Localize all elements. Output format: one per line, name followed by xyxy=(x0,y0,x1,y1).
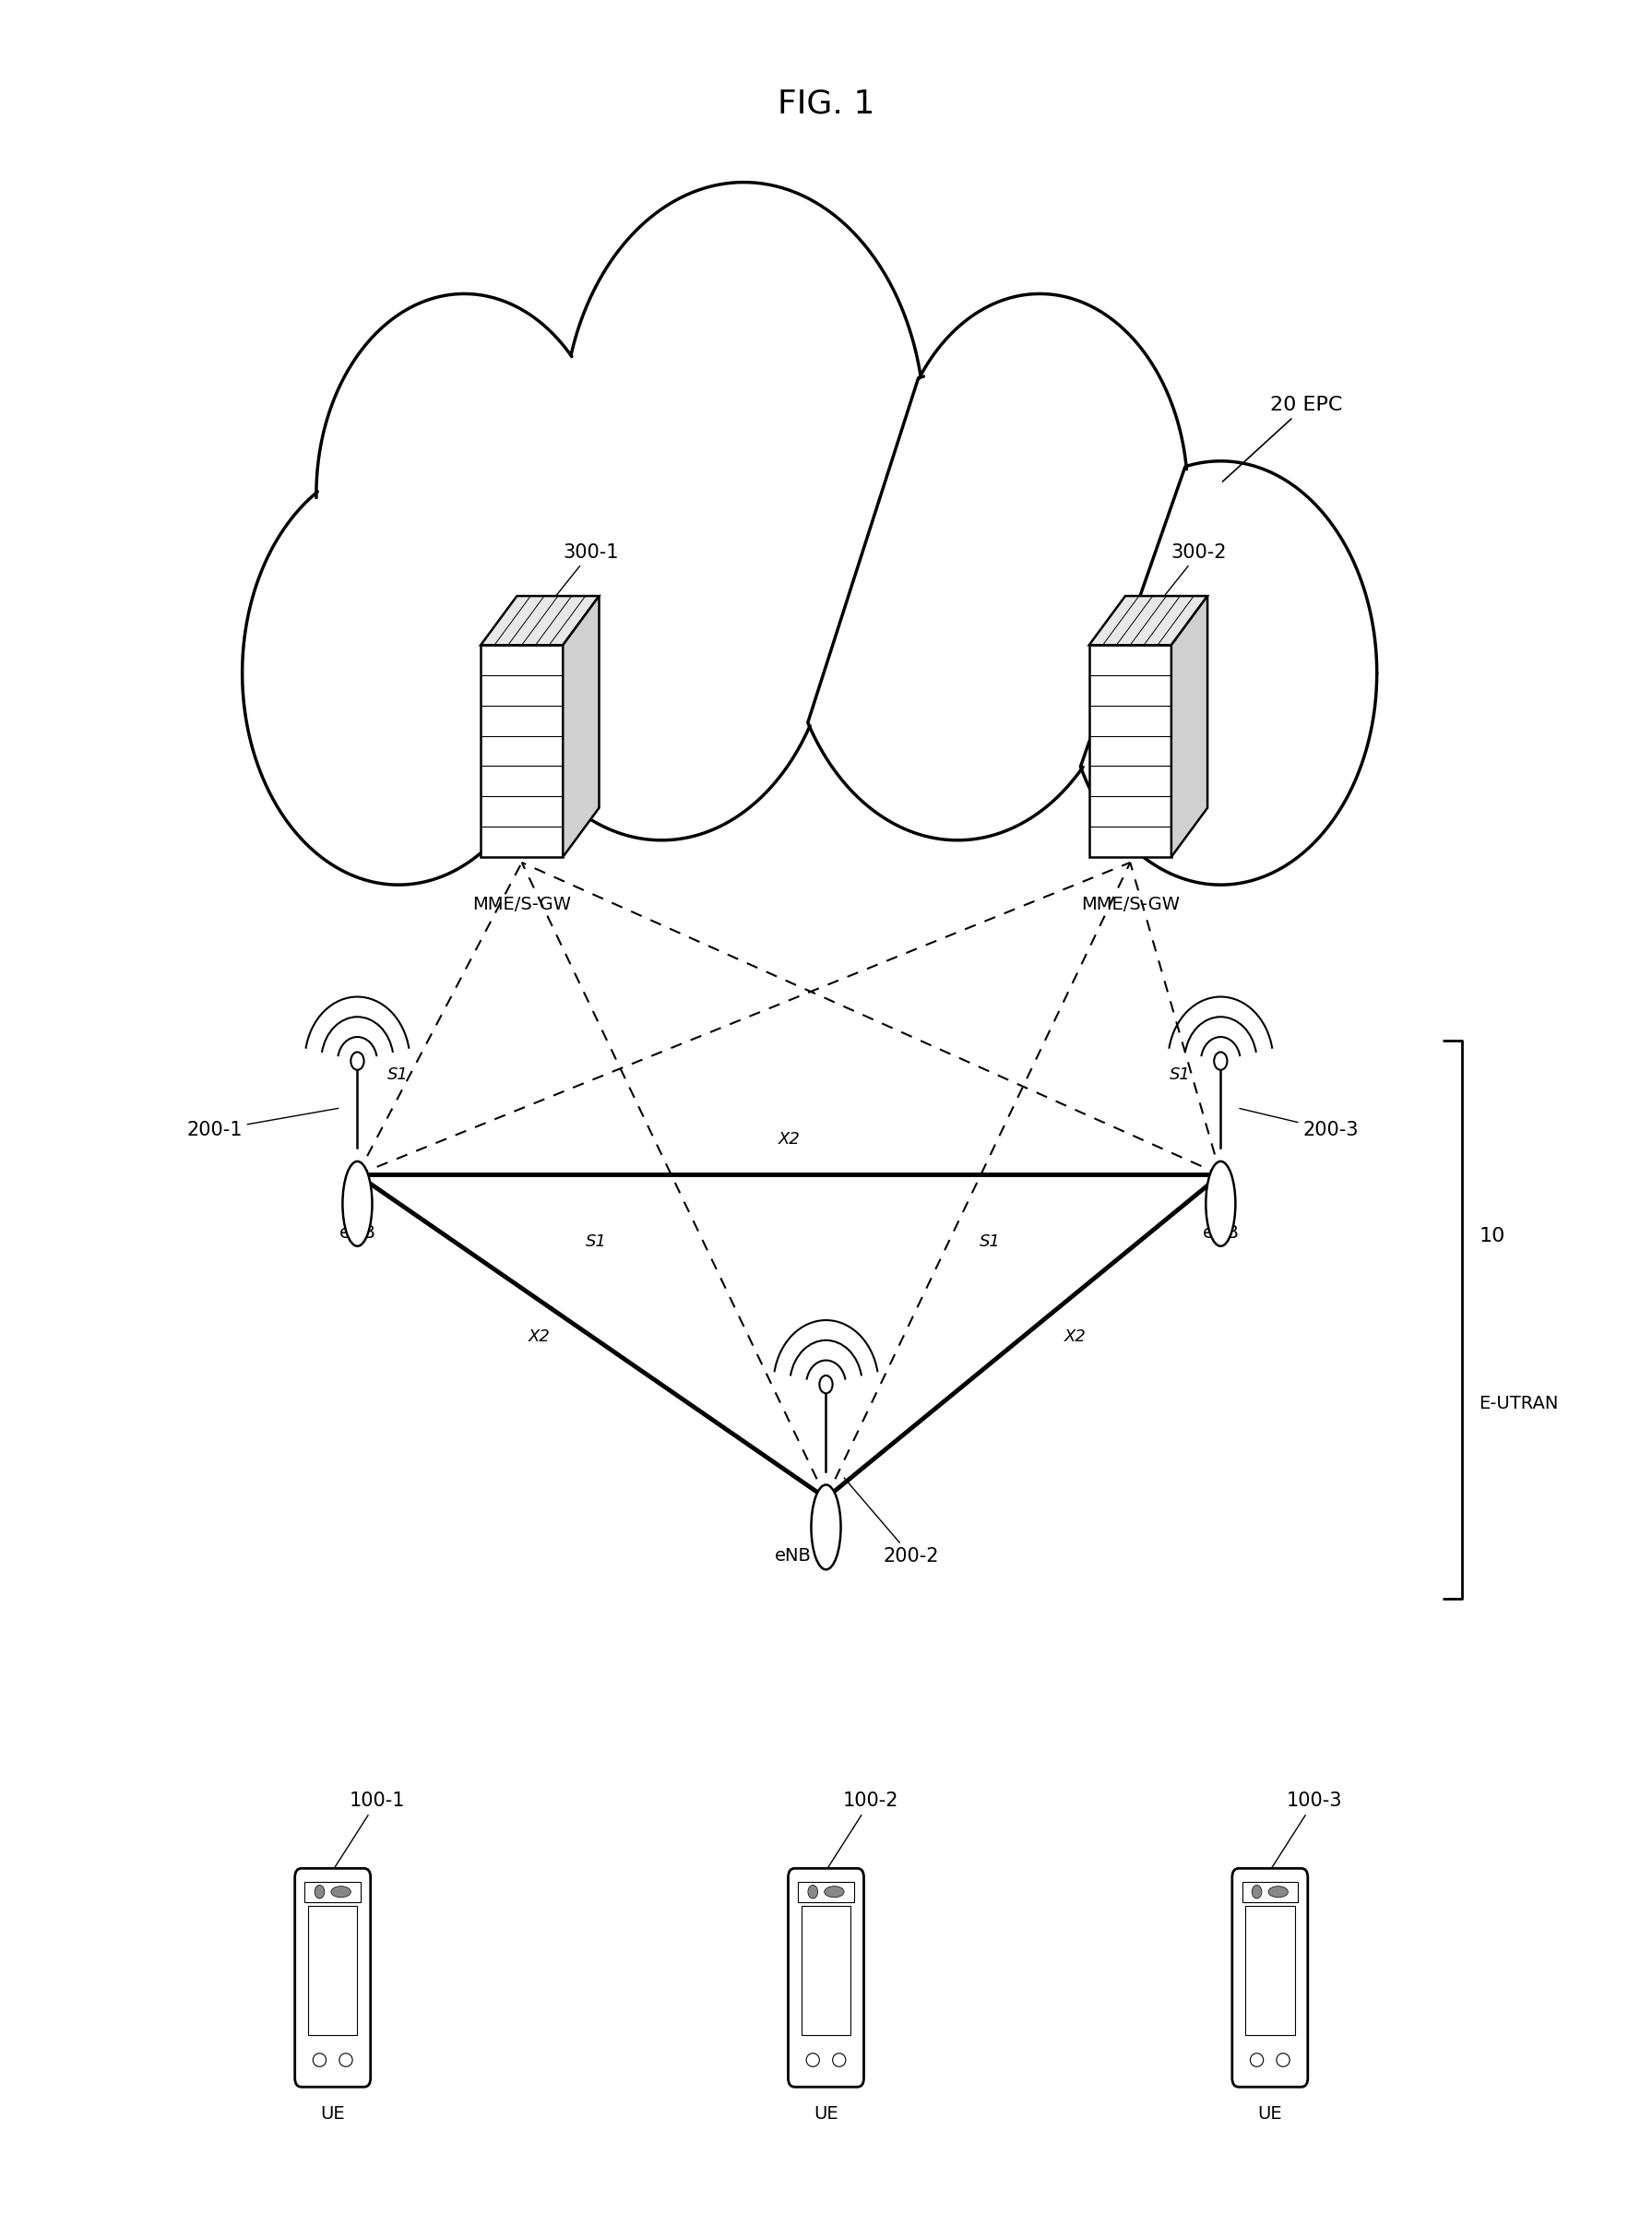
Text: X2: X2 xyxy=(529,1327,550,1345)
Text: 300-1: 300-1 xyxy=(532,544,620,627)
Ellipse shape xyxy=(833,2052,846,2066)
Text: eNB: eNB xyxy=(1203,1224,1239,1242)
Ellipse shape xyxy=(1251,2052,1264,2066)
Text: UE: UE xyxy=(814,2104,838,2122)
Text: 100-3: 100-3 xyxy=(1272,1793,1341,1869)
Text: E-UTRAN: E-UTRAN xyxy=(1479,1394,1558,1412)
Ellipse shape xyxy=(339,2052,352,2066)
Circle shape xyxy=(785,372,1130,839)
FancyBboxPatch shape xyxy=(296,1869,370,2088)
Polygon shape xyxy=(1089,595,1208,645)
Ellipse shape xyxy=(330,1887,350,1898)
Circle shape xyxy=(892,293,1188,696)
Ellipse shape xyxy=(806,2052,819,2066)
Text: S1: S1 xyxy=(585,1233,606,1251)
Ellipse shape xyxy=(312,2052,325,2066)
Ellipse shape xyxy=(824,1887,844,1898)
Bar xyxy=(307,1907,357,2034)
Circle shape xyxy=(819,1376,833,1394)
Ellipse shape xyxy=(811,1484,841,1569)
Text: 20 EPC: 20 EPC xyxy=(1222,396,1343,481)
Polygon shape xyxy=(481,645,563,857)
Bar xyxy=(304,1882,360,1902)
Ellipse shape xyxy=(1269,1887,1289,1898)
Text: 200-1: 200-1 xyxy=(187,1108,339,1139)
Text: S1: S1 xyxy=(1170,1065,1191,1083)
Circle shape xyxy=(1252,1884,1262,1898)
Circle shape xyxy=(316,293,613,696)
Text: eNB: eNB xyxy=(775,1546,811,1564)
Bar xyxy=(1246,1907,1295,2034)
Polygon shape xyxy=(563,595,600,857)
Polygon shape xyxy=(481,595,600,645)
FancyBboxPatch shape xyxy=(788,1869,864,2088)
Text: MME/S-GW: MME/S-GW xyxy=(472,895,572,913)
Text: MME/S-GW: MME/S-GW xyxy=(1080,895,1180,913)
Circle shape xyxy=(489,372,834,839)
Text: UE: UE xyxy=(320,2104,345,2122)
Ellipse shape xyxy=(342,1162,372,1247)
Text: 200-2: 200-2 xyxy=(844,1477,940,1567)
Text: 100-1: 100-1 xyxy=(334,1793,405,1869)
Polygon shape xyxy=(1171,595,1208,857)
Circle shape xyxy=(563,181,925,674)
Text: X2: X2 xyxy=(778,1132,800,1148)
Text: S1: S1 xyxy=(980,1233,1001,1251)
Circle shape xyxy=(314,1884,324,1898)
Circle shape xyxy=(1214,1052,1227,1070)
Text: FIG. 1: FIG. 1 xyxy=(778,90,874,121)
Circle shape xyxy=(243,461,555,884)
Text: 100-2: 100-2 xyxy=(828,1793,899,1869)
Bar xyxy=(801,1907,851,2034)
FancyBboxPatch shape xyxy=(1232,1869,1308,2088)
Circle shape xyxy=(808,1884,818,1898)
Text: X2: X2 xyxy=(1064,1327,1087,1345)
Polygon shape xyxy=(1089,645,1171,857)
Bar xyxy=(1242,1882,1298,1902)
Circle shape xyxy=(350,1052,363,1070)
Text: S1: S1 xyxy=(387,1065,408,1083)
Circle shape xyxy=(1064,461,1376,884)
Bar xyxy=(798,1882,854,1902)
Ellipse shape xyxy=(1206,1162,1236,1247)
Ellipse shape xyxy=(1277,2052,1290,2066)
Text: eNB: eNB xyxy=(339,1224,375,1242)
Text: 10: 10 xyxy=(1479,1226,1505,1244)
Text: UE: UE xyxy=(1257,2104,1282,2122)
Text: 200-3: 200-3 xyxy=(1239,1108,1358,1139)
Text: 300-2: 300-2 xyxy=(1140,544,1227,627)
